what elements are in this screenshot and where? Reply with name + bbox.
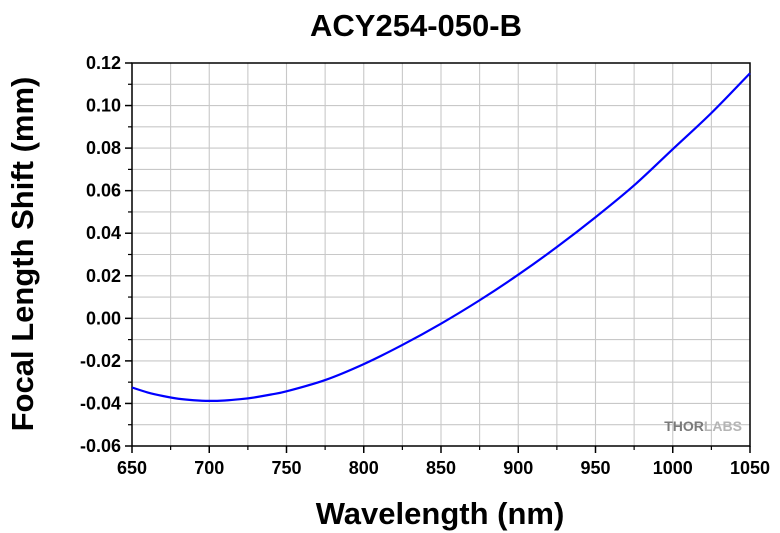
y-tick-label: 0.06 xyxy=(86,181,121,201)
axis-ticks xyxy=(125,62,751,453)
y-tick-label: -0.06 xyxy=(80,436,121,456)
x-axis-title: Wavelength (nm) xyxy=(316,496,565,531)
x-tick-label: 700 xyxy=(194,458,224,478)
x-tick-label: 950 xyxy=(580,458,610,478)
x-tick-label: 850 xyxy=(426,458,456,478)
y-tick-label: 0.10 xyxy=(86,96,121,116)
y-tick-label: -0.04 xyxy=(80,393,121,413)
x-tick-labels: 650 700 750 800 850 900 950 1000 1050 xyxy=(117,458,770,478)
x-tick-label: 800 xyxy=(349,458,379,478)
x-tick-label: 1050 xyxy=(730,458,770,478)
y-tick-label: 0.02 xyxy=(86,266,121,286)
y-tick-labels: 0.12 0.10 0.08 0.06 0.04 0.02 0.00 -0.02 -0.04 -0… xyxy=(80,53,121,456)
y-tick-label: 0.04 xyxy=(86,223,121,243)
x-tick-label: 650 xyxy=(117,458,147,478)
y-tick-label: 0.12 xyxy=(86,53,121,73)
x-tick-label: 1000 xyxy=(653,458,693,478)
x-tick-label: 750 xyxy=(271,458,301,478)
series-layer xyxy=(131,72,751,402)
thorlabs-watermark: THORLABS xyxy=(664,418,742,434)
chart-title: ACY254-050-B xyxy=(310,8,522,43)
y-tick-label: -0.02 xyxy=(80,351,121,371)
series-line xyxy=(131,72,751,402)
grid xyxy=(131,62,751,447)
y-tick-label: 0.08 xyxy=(86,138,121,158)
y-tick-label: 0.00 xyxy=(86,308,121,328)
x-tick-label: 900 xyxy=(503,458,533,478)
y-axis-title: Focal Length Shift (mm) xyxy=(5,77,40,432)
watermark-thor: THOR xyxy=(664,418,704,434)
watermark-labs: LABS xyxy=(704,418,742,434)
